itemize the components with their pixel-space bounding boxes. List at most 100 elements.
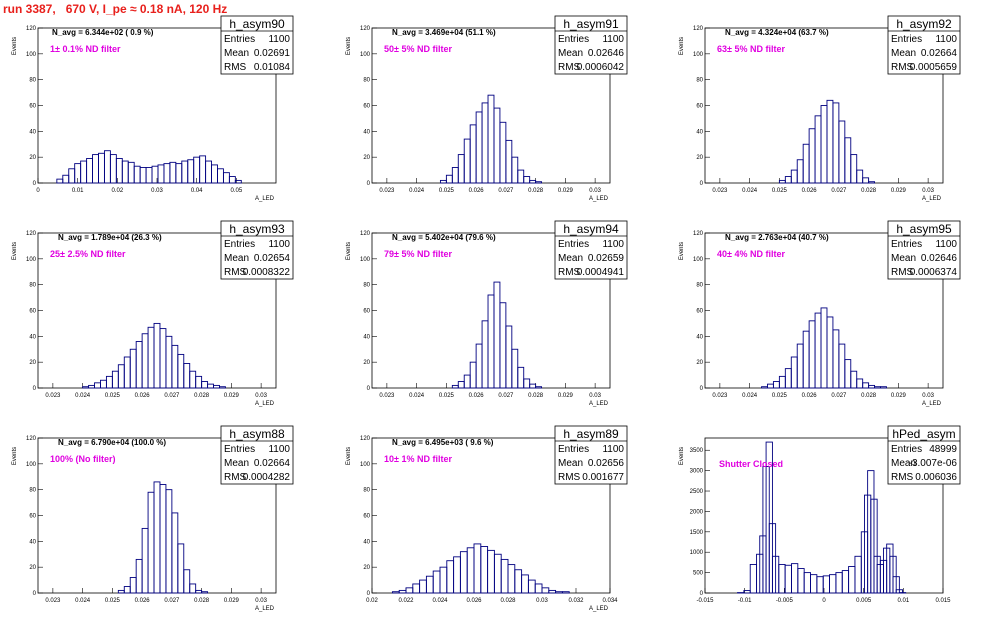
y-tick-label: 1000 (690, 550, 704, 556)
x-axis-label: A_LED (255, 401, 275, 407)
y-tick-label: 0 (367, 181, 371, 187)
histogram-panel-h_asym94: 0 20 40 60 80 100 120 0.023 0.024 0.025 0.026 0.027… (346, 220, 628, 407)
y-tick-label: 20 (363, 360, 370, 366)
x-tick-label: 0.026 (135, 393, 151, 399)
x-tick-label: 0.023 (379, 393, 395, 399)
histogram-bin (183, 569, 191, 594)
stats-mean-label: Mean (224, 253, 249, 264)
y-tick-label: 80 (696, 78, 703, 84)
x-tick-label: 0.032 (568, 598, 584, 604)
histogram-name: h_asym89 (563, 427, 619, 441)
histogram-bin (523, 176, 531, 184)
x-tick-label: 0.029 (224, 393, 240, 399)
stats-entries-label: Entries (558, 444, 589, 455)
histogram-bin (880, 386, 887, 389)
y-tick-label: 100 (360, 462, 371, 468)
stats-rms-label: RMS (891, 472, 914, 483)
filter-label: Shutter Closed (719, 459, 783, 469)
stats-mean-value: 0.02646 (588, 48, 625, 59)
stats-mean-value: 0.02656 (588, 458, 625, 469)
x-tick-label: 0.029 (891, 188, 907, 194)
y-tick-label: 0 (700, 591, 704, 597)
y-tick-label: 80 (29, 488, 36, 494)
stats-rms-value: 0.0006374 (910, 267, 958, 278)
y-tick-label: 80 (696, 283, 703, 289)
stats-entries-label: Entries (558, 239, 589, 250)
x-tick-label: 0.027 (164, 598, 180, 604)
x-tick-label: 0.028 (861, 188, 877, 194)
y-tick-label: 20 (29, 155, 36, 161)
stats-mean-label: Mean (558, 48, 583, 59)
x-tick-label: 0.03 (255, 393, 267, 399)
stats-entries-value: 1100 (268, 34, 290, 45)
x-tick-label: 0.015 (935, 598, 951, 604)
stats-box-frame (554, 15, 628, 75)
y-tick-label: 20 (696, 155, 703, 161)
stats-entries-value: 48999 (929, 444, 957, 455)
x-tick-label: 0.01 (72, 188, 84, 194)
y-tick-label: 40 (29, 129, 36, 135)
x-tick-label: 0.026 (469, 188, 485, 194)
y-tick-label: 0 (33, 181, 37, 187)
x-tick-label: 0.024 (742, 393, 758, 399)
histogram-bin (234, 179, 242, 184)
x-tick-label: 0.027 (164, 393, 180, 399)
x-axis-label: A_LED (589, 196, 609, 202)
y-tick-label: 100 (360, 52, 371, 58)
x-tick-label: 0.023 (379, 188, 395, 194)
stats-box: h_asym92 Entries 1100 Mean 0.02664 RMS0.00056… (887, 15, 961, 75)
navg-label: N_avg = 6.344e+02 ( 0.9 %) (52, 28, 154, 37)
y-tick-label: 60 (29, 104, 36, 110)
x-tick-label: 0.03 (589, 393, 601, 399)
y-tick-label: 100 (26, 257, 37, 263)
navg-label: N_avg = 2.763e+04 (40.7 %) (725, 233, 829, 242)
x-tick-label: 0.023 (712, 393, 728, 399)
stats-mean-label: Mean (891, 48, 916, 59)
filter-label: 79± 5% ND filter (384, 249, 452, 259)
histogram-bin (561, 591, 570, 594)
x-tick-label: 0.03 (255, 598, 267, 604)
stats-entries-value: 1100 (602, 239, 624, 250)
x-tick-label: 0.024 (75, 598, 91, 604)
stats-entries-value: 1100 (268, 239, 290, 250)
x-tick-label: 0.03 (151, 188, 163, 194)
x-tick-label: 0.028 (861, 393, 877, 399)
stats-mean-value: 0.02664 (921, 48, 958, 59)
y-tick-label: 2500 (690, 489, 704, 495)
y-tick-label: 120 (26, 26, 37, 32)
histogram-panel-h_asym95: 0 20 40 60 80 100 120 0.023 0.024 0.025 0.026 0.027… (679, 220, 961, 407)
stats-mean-label: Mean (558, 458, 583, 469)
y-tick-label: 120 (693, 231, 704, 237)
y-tick-label: 100 (693, 52, 704, 58)
stats-box: h_asym90 Entries 1100 Mean 0.02691 RMS 0.01084 (220, 15, 294, 75)
x-tick-label: 0.029 (891, 393, 907, 399)
x-tick-label: 0.027 (498, 188, 514, 194)
y-tick-label: 60 (696, 309, 703, 315)
stats-box-frame (220, 15, 294, 75)
y-tick-label: 120 (693, 26, 704, 32)
y-axis-label: Events (12, 37, 18, 55)
stats-box-frame (887, 220, 961, 280)
x-tick-label: 0.01 (897, 598, 909, 604)
stats-rms-label: RMS (558, 472, 581, 483)
histogram-bin (529, 383, 537, 389)
x-tick-label: 0.028 (528, 393, 544, 399)
x-tick-label: -0.01 (738, 598, 752, 604)
y-tick-label: 20 (363, 155, 370, 161)
navg-label: N_avg = 5.402e+04 (79.6 %) (392, 233, 496, 242)
x-tick-label: 0.022 (398, 598, 414, 604)
histogram-bin (228, 176, 236, 184)
y-axis-label: Events (679, 447, 685, 465)
x-tick-label: 0.02 (366, 598, 378, 604)
navg-label: N_avg = 3.469e+04 (51.1 %) (392, 28, 496, 37)
stats-box-frame (220, 425, 294, 485)
y-axis-label: Events (12, 447, 18, 465)
y-tick-label: 0 (700, 386, 704, 392)
y-tick-label: 120 (26, 436, 37, 442)
stats-entries-label: Entries (224, 444, 255, 455)
x-axis-label: A_LED (922, 196, 942, 202)
navg-label: N_avg = 6.495e+03 ( 9.6 %) (392, 438, 494, 447)
y-tick-label: 100 (360, 257, 371, 263)
x-tick-label: 0.026 (469, 393, 485, 399)
